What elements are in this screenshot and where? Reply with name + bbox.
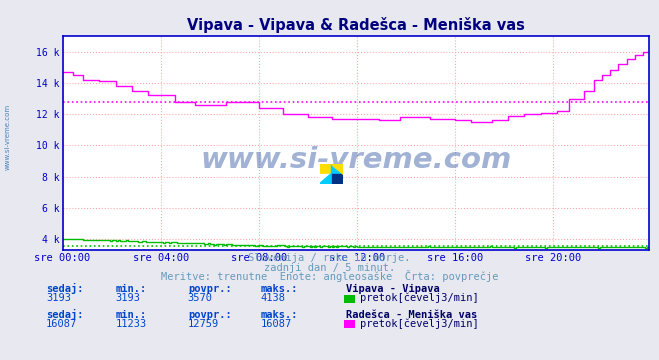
Title: Vipava - Vipava & Radešca - Meniška vas: Vipava - Vipava & Radešca - Meniška vas <box>187 17 525 33</box>
Text: 3193: 3193 <box>115 293 140 303</box>
Text: 11233: 11233 <box>115 319 146 329</box>
Text: maks.:: maks.: <box>260 284 298 294</box>
Text: zadnji dan / 5 minut.: zadnji dan / 5 minut. <box>264 263 395 273</box>
Text: Radešca - Meniška vas: Radešca - Meniška vas <box>346 310 477 320</box>
Text: min.:: min.: <box>115 284 146 294</box>
Text: Vipava - Vipava: Vipava - Vipava <box>346 284 440 294</box>
Text: 3570: 3570 <box>188 293 213 303</box>
Text: 4138: 4138 <box>260 293 285 303</box>
Text: www.si-vreme.com: www.si-vreme.com <box>5 104 11 170</box>
Text: Slovenija / reke in morje.: Slovenija / reke in morje. <box>248 253 411 263</box>
Text: min.:: min.: <box>115 310 146 320</box>
Polygon shape <box>320 174 331 184</box>
Text: 12759: 12759 <box>188 319 219 329</box>
Text: sedaj:: sedaj: <box>46 283 84 294</box>
Text: pretok[čevelj3/min]: pretok[čevelj3/min] <box>360 293 479 303</box>
Text: 16087: 16087 <box>260 319 291 329</box>
Text: povpr.:: povpr.: <box>188 284 231 294</box>
Bar <box>320 164 331 174</box>
Text: sedaj:: sedaj: <box>46 309 84 320</box>
Bar <box>320 174 331 184</box>
Text: Meritve: trenutne  Enote: angleosaške  Črta: povprečje: Meritve: trenutne Enote: angleosaške Črt… <box>161 270 498 283</box>
Text: povpr.:: povpr.: <box>188 310 231 320</box>
Bar <box>331 174 343 184</box>
Polygon shape <box>331 164 343 174</box>
Text: maks.:: maks.: <box>260 310 298 320</box>
Text: pretok[čevelj3/min]: pretok[čevelj3/min] <box>360 318 479 329</box>
Text: 3193: 3193 <box>46 293 71 303</box>
Text: www.si-vreme.com: www.si-vreme.com <box>200 146 511 174</box>
Bar <box>331 164 343 174</box>
Text: 16087: 16087 <box>46 319 77 329</box>
